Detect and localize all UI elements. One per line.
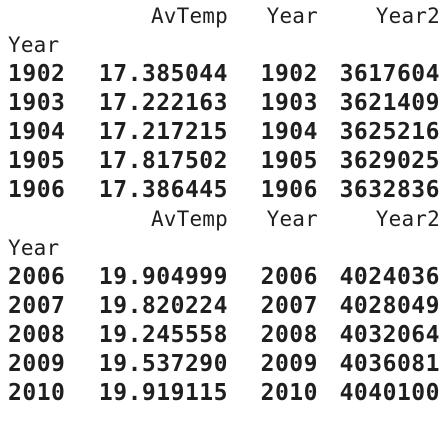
column-header-year: Year — [266, 4, 318, 28]
row-index: 2010 — [8, 380, 66, 406]
avtemp-cell: 17.222163 — [98, 90, 228, 116]
row-index: 1905 — [8, 148, 66, 174]
table-row: 2006 19.904999 2006 4024036 — [8, 263, 439, 292]
avtemp-cell: 17.385044 — [98, 61, 228, 87]
year-cell: 2006 — [260, 264, 318, 290]
year2-cell: 3629025 — [339, 148, 439, 174]
index-name-row: Year — [8, 234, 433, 263]
year2-cell: 4032064 — [339, 322, 439, 348]
dataframe-output-1: AvTemp Year Year2 Year 1902 17.385044 19… — [8, 2, 439, 205]
avtemp-cell: 19.245558 — [98, 322, 228, 348]
column-header-avtemp: AvTemp — [150, 4, 228, 28]
avtemp-cell: 19.537290 — [98, 351, 228, 377]
year-cell: 2010 — [260, 380, 318, 406]
year2-cell: 3621409 — [339, 90, 439, 116]
year-cell: 2007 — [260, 293, 318, 319]
table-row: 2010 19.919115 2010 4040100 — [8, 379, 439, 408]
row-index: 1902 — [8, 61, 66, 87]
column-header-avtemp: AvTemp — [150, 207, 228, 231]
year-cell: 1906 — [260, 177, 318, 203]
table-row: 1902 17.385044 1902 3617604 — [8, 60, 439, 89]
column-header-row: AvTemp Year Year2 — [8, 2, 439, 31]
year-cell: 1903 — [260, 90, 318, 116]
column-header-year2: Year2 — [375, 4, 439, 28]
row-index: 2006 — [8, 264, 66, 290]
index-name: Year — [8, 33, 60, 57]
table-row: 2007 19.820224 2007 4028049 — [8, 292, 439, 321]
row-index: 2009 — [8, 351, 66, 377]
avtemp-cell: 19.904999 — [98, 264, 228, 290]
column-header-year2: Year2 — [375, 207, 439, 231]
year-cell: 1904 — [260, 119, 318, 145]
year2-cell: 4028049 — [339, 293, 439, 319]
year2-cell: 4040100 — [339, 380, 439, 406]
table-row: 1903 17.222163 1903 3621409 — [8, 89, 439, 118]
table-row: 2009 19.537290 2009 4036081 — [8, 350, 439, 379]
year2-cell: 4024036 — [339, 264, 439, 290]
year-cell: 1905 — [260, 148, 318, 174]
row-index: 1904 — [8, 119, 66, 145]
table-row: 2008 19.245558 2008 4032064 — [8, 321, 439, 350]
avtemp-cell: 19.919115 — [98, 380, 228, 406]
table-row: 1904 17.217215 1904 3625216 — [8, 118, 439, 147]
table-row: 1905 17.817502 1905 3629025 — [8, 147, 439, 176]
year2-cell: 3617604 — [339, 61, 439, 87]
year-cell: 2008 — [260, 322, 318, 348]
console-output: AvTemp Year Year2 Year 1902 17.385044 19… — [8, 2, 439, 408]
year2-cell: 3625216 — [339, 119, 439, 145]
column-header-year: Year — [266, 207, 318, 231]
avtemp-cell: 17.817502 — [98, 148, 228, 174]
row-index: 1903 — [8, 90, 66, 116]
index-name: Year — [8, 236, 60, 260]
row-index: 1906 — [8, 177, 66, 203]
column-header-row: AvTemp Year Year2 — [8, 205, 439, 234]
row-index: 2007 — [8, 293, 66, 319]
year2-cell: 3632836 — [339, 177, 439, 203]
avtemp-cell: 17.386445 — [98, 177, 228, 203]
row-index: 2008 — [8, 322, 66, 348]
year-cell: 1902 — [260, 61, 318, 87]
avtemp-cell: 17.217215 — [98, 119, 228, 145]
index-name-row: Year — [8, 31, 433, 60]
table-row: 1906 17.386445 1906 3632836 — [8, 176, 439, 205]
year-cell: 2009 — [260, 351, 318, 377]
year2-cell: 4036081 — [339, 351, 439, 377]
dataframe-output-2: AvTemp Year Year2 Year 2006 19.904999 20… — [8, 205, 439, 408]
avtemp-cell: 19.820224 — [98, 293, 228, 319]
